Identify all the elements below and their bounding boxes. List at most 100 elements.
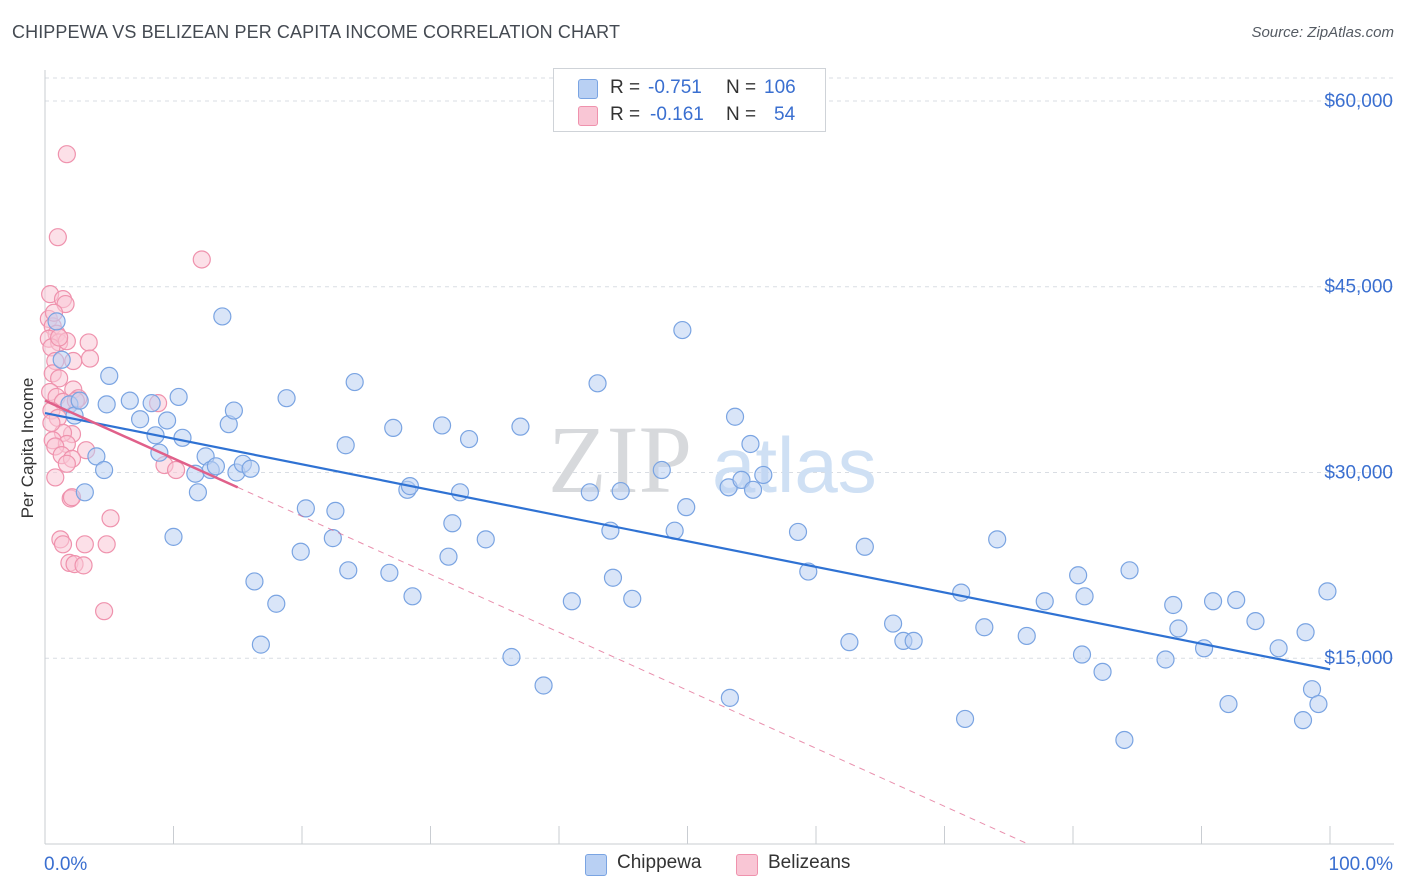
- chippewa-point: [799, 562, 818, 581]
- chippewa-point: [580, 483, 599, 502]
- y-tick-label: $45,000: [1324, 277, 1393, 298]
- chippewa-point: [588, 374, 607, 393]
- chippewa-point: [439, 547, 458, 566]
- belizean-point: [166, 460, 186, 480]
- chippewa-point: [95, 460, 114, 480]
- chippewa-point: [883, 614, 903, 633]
- chippewa-point: [741, 434, 760, 454]
- chippewa-point: [251, 635, 270, 654]
- chippewa-point: [450, 483, 470, 502]
- chippewa-point: [339, 561, 358, 580]
- chart-title: CHIPPEWA VS BELIZEAN PER CAPITA INCOME C…: [12, 22, 621, 42]
- chippewa-point: [432, 416, 452, 435]
- belizean-trend-extension: [237, 486, 1029, 845]
- chippewa-point: [326, 501, 345, 520]
- chippewa-point: [47, 312, 66, 331]
- legend-n-label: N =: [726, 104, 757, 125]
- chippewa-point: [502, 647, 521, 667]
- chippewa-point: [673, 320, 692, 340]
- chippewa-point: [1072, 645, 1092, 664]
- chippewa-point: [1069, 566, 1088, 585]
- belizean-point: [50, 369, 69, 388]
- chippewa-point: [70, 391, 89, 410]
- chippewa-point: [224, 401, 243, 420]
- belizean-point: [53, 535, 73, 554]
- chippewa-point: [443, 514, 462, 533]
- chippewa-point: [1169, 619, 1188, 638]
- chippewa-legend-label: Chippewa: [617, 852, 702, 873]
- chippewa-point: [952, 583, 971, 602]
- chippewa-point: [345, 372, 364, 392]
- chippewa-point: [534, 676, 553, 695]
- chippewa-point: [1318, 582, 1337, 601]
- belizean-point: [80, 349, 100, 368]
- belizean-point: [97, 535, 116, 554]
- chippewa-point: [975, 618, 994, 637]
- chippewa-point: [75, 483, 94, 502]
- belizean-point: [57, 145, 76, 164]
- chippewa-point: [241, 459, 260, 478]
- tick-labels: $15,000 $30,000 $45,000 $60,000 0.0% 100.0%: [44, 91, 1393, 875]
- chippewa-point: [725, 407, 745, 426]
- belizean-point: [192, 250, 211, 269]
- chippewa-point: [511, 417, 530, 436]
- y-tick-label: $30,000: [1324, 462, 1393, 483]
- chippewa-point: [157, 411, 177, 430]
- belizean-point: [74, 556, 93, 575]
- belizean-point: [42, 413, 61, 433]
- chippewa-point: [1120, 561, 1139, 580]
- belizean-point: [46, 468, 65, 487]
- chippewa-point: [1093, 662, 1112, 681]
- chippewa-point: [380, 563, 399, 582]
- chippewa-point: [336, 436, 355, 455]
- chippewa-point: [1269, 639, 1288, 658]
- belizean-point: [48, 228, 67, 247]
- chippewa-point: [296, 499, 315, 518]
- x-tick-label-max: 100.0%: [1329, 854, 1394, 875]
- chippewa-point: [1035, 592, 1054, 611]
- x-tick-label-min: 0.0%: [44, 854, 87, 875]
- chippewa-point: [788, 522, 808, 542]
- chippewa-point: [52, 350, 71, 369]
- legend-n-value: 54: [774, 104, 796, 125]
- chippewa-point: [988, 530, 1007, 549]
- chippewa-point: [855, 537, 874, 556]
- chippewa-legend-swatch: [585, 854, 607, 876]
- chippewa-point: [267, 594, 286, 613]
- belizean-point: [79, 333, 98, 352]
- legend-r-value: -0.161: [650, 104, 704, 125]
- legend-n-value: 106: [764, 77, 796, 98]
- chippewa-point: [562, 592, 581, 611]
- chippewa-point: [904, 631, 923, 651]
- chippewa-point: [1203, 592, 1223, 611]
- chippewa-point: [173, 428, 192, 447]
- chippewa-point: [245, 572, 264, 591]
- chippewa-point: [1017, 626, 1036, 646]
- chippewa-point: [623, 589, 642, 608]
- legend-r-label: R =: [610, 77, 641, 98]
- chippewa-point: [1309, 694, 1328, 714]
- chippewa-point: [213, 307, 232, 326]
- chippewa-point: [206, 457, 226, 476]
- chippewa-point: [169, 387, 188, 407]
- chippewa-point: [291, 542, 310, 561]
- chippewa-point: [720, 688, 740, 707]
- chippewa-point: [476, 530, 495, 549]
- belizean-point: [57, 454, 76, 473]
- chippewa-point: [142, 394, 161, 413]
- legend-r-label: R =: [610, 104, 641, 125]
- belizean-legend-label: Belizeans: [768, 852, 851, 873]
- legend-r-value: -0.751: [648, 77, 702, 98]
- chippewa-point: [120, 391, 139, 410]
- belizean-point: [50, 328, 69, 347]
- belizean-points: [39, 145, 211, 621]
- chippewa-point: [277, 389, 296, 408]
- chippewa-point: [164, 527, 183, 546]
- belizean-swatch: [578, 106, 598, 126]
- chippewa-point: [100, 366, 119, 385]
- chippewa-points: [47, 307, 1337, 750]
- chippewa-point: [1156, 650, 1175, 669]
- chippewa-point: [1219, 694, 1238, 714]
- chippewa-point: [603, 568, 623, 587]
